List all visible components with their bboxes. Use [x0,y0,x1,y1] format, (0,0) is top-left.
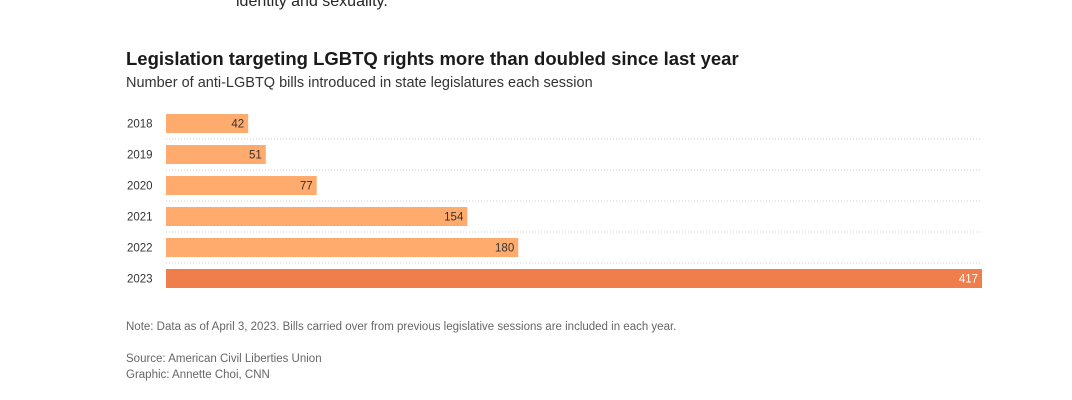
bar-2019 [166,145,266,164]
bar-2023 [166,269,982,288]
graphic-credit: Graphic: Annette Choi, CNN [126,369,270,381]
chart-title: Legislation targeting LGBTQ rights more … [126,48,739,69]
value-label: 42 [231,119,244,131]
category-label: 2021 [127,212,153,224]
chart-subtitle: Number of anti-LGBTQ bills introduced in… [126,75,593,91]
value-label: 154 [444,212,464,224]
category-label: 2023 [127,274,153,286]
bar-2018 [166,114,249,133]
value-label: 77 [300,181,313,193]
bar-2022 [166,238,519,257]
source-credit: Source: American Civil Liberties Union [126,353,322,365]
value-label: 51 [249,150,262,162]
category-label: 2018 [127,119,153,131]
chart-credits: Source: American Civil Liberties Union G… [126,351,322,383]
bar-2020 [166,176,317,195]
category-label: 2019 [127,150,153,162]
intro-text-fragment: identity and sexuality. [236,0,388,10]
bar-chart: 2018 42 2019 51 2020 77 2021 154 2022 180 2023 417 [127,114,982,288]
category-label: 2022 [127,243,153,255]
chart-note: Note: Data as of April 3, 2023. Bills ca… [126,321,677,333]
bar-2021 [166,207,468,226]
category-label: 2020 [127,181,153,193]
value-label: 417 [959,274,978,286]
value-label: 180 [495,243,514,255]
